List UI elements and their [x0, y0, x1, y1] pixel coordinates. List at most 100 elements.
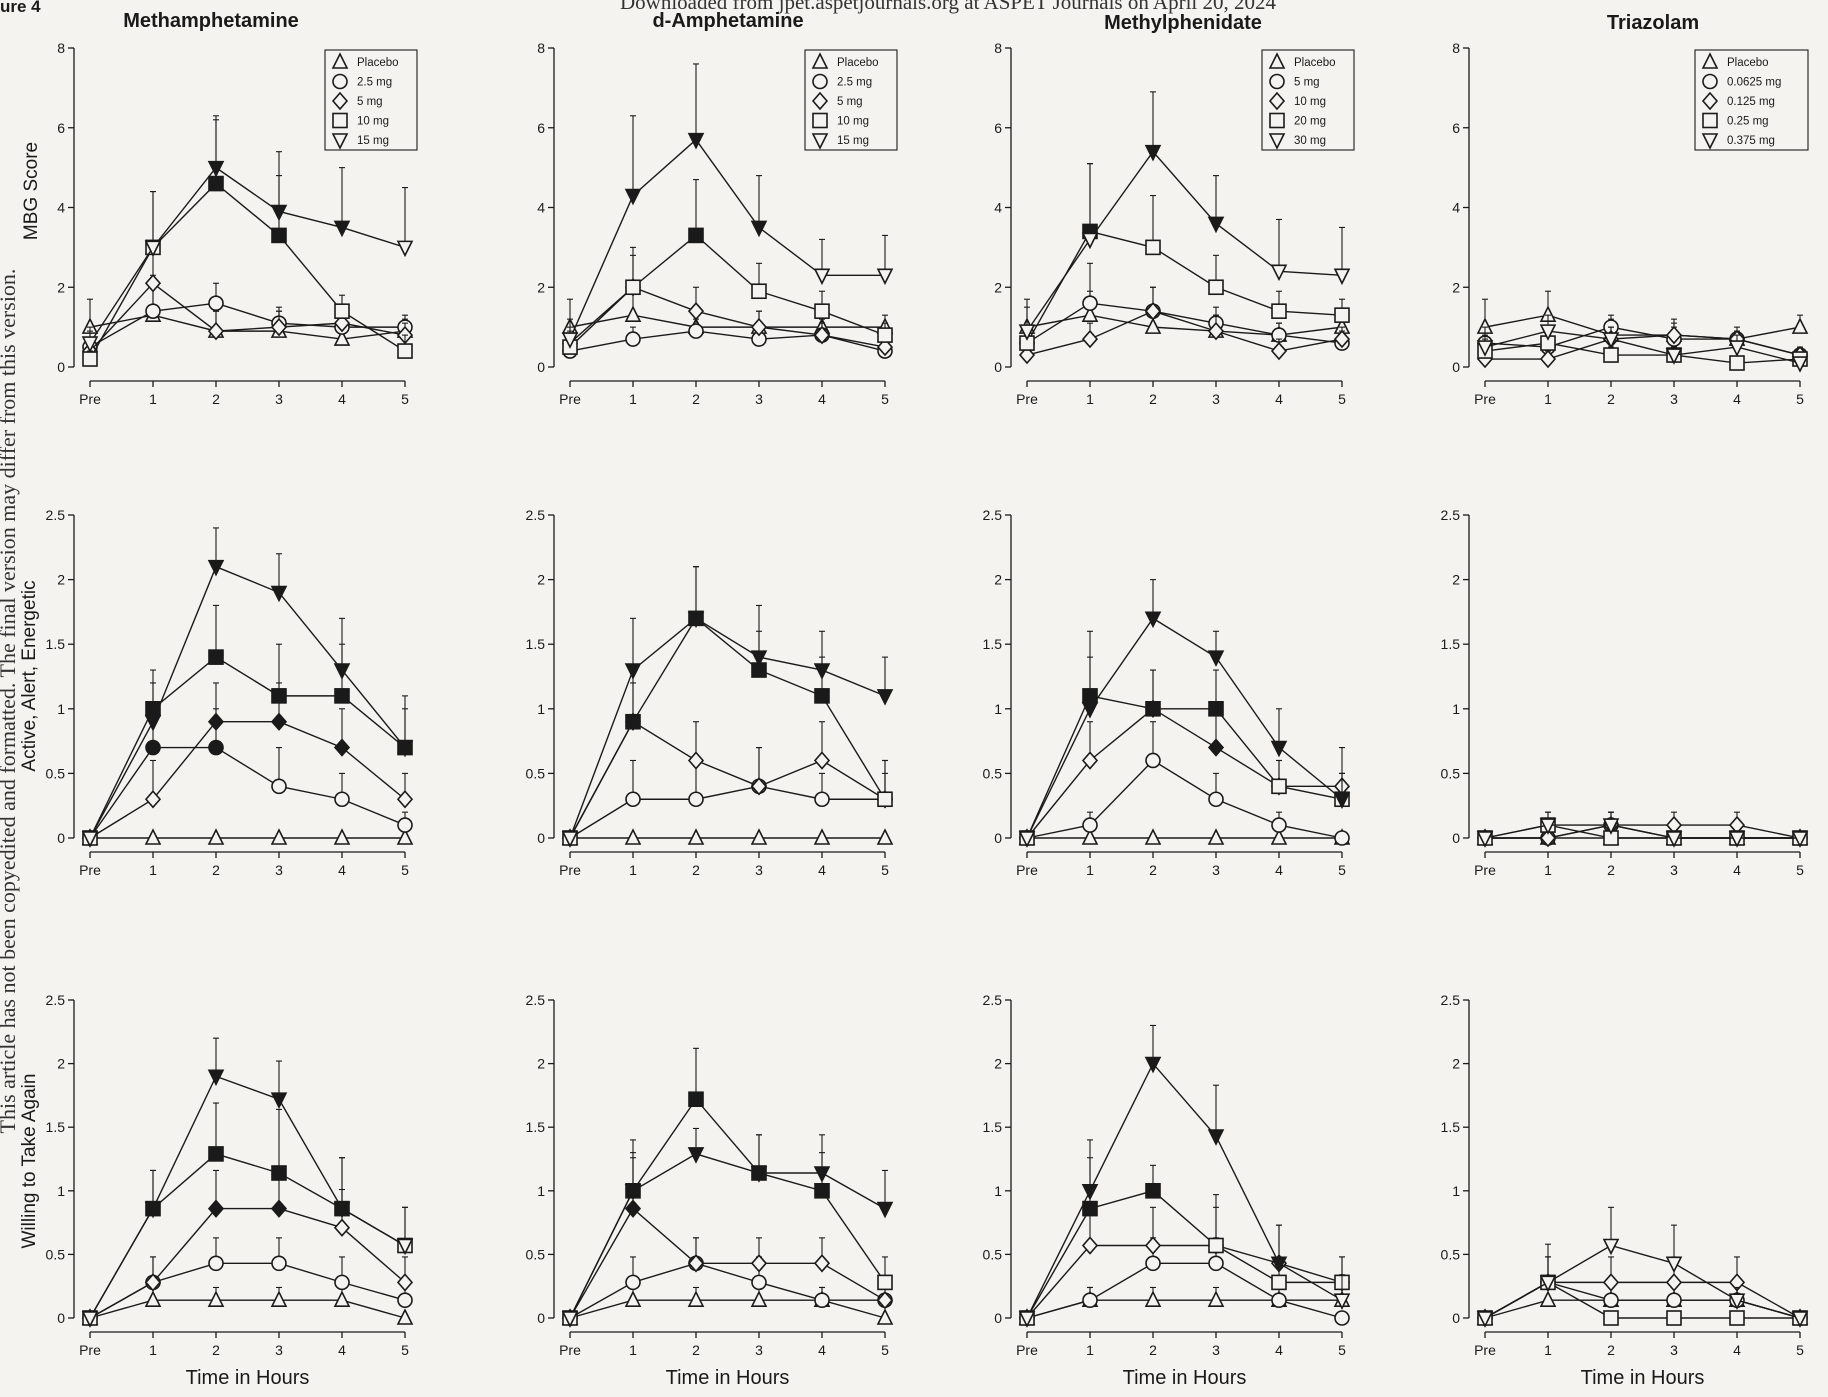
- y-tick-label: 1: [994, 701, 1002, 717]
- data-point: [270, 1290, 288, 1307]
- x-tick-label: 4: [818, 862, 826, 878]
- y-tick-label: 2: [57, 572, 65, 588]
- data-point: [687, 1290, 705, 1307]
- data-point: [333, 828, 351, 845]
- y-tick-label: 1.5: [526, 1119, 546, 1135]
- data-point: [877, 791, 893, 808]
- y-tick-label: 0: [57, 1310, 65, 1326]
- legend-label: 5 mg: [1294, 77, 1320, 89]
- y-tick-label: 0.5: [983, 765, 1003, 781]
- panel-0-0: 0 2 4 6 8 Pre 1 2 3 4 5 Placebo 2.5 mg 5 mg 10 mg 15 mg: [57, 40, 418, 407]
- data-point: [1791, 831, 1809, 848]
- data-point: [1018, 324, 1036, 341]
- y-tick-label: 1: [57, 1183, 65, 1199]
- data-point: [270, 1199, 288, 1218]
- data-point: [687, 828, 705, 845]
- x-tick-label: 5: [401, 1342, 409, 1358]
- y-tick-label: 4: [537, 200, 545, 216]
- series-line-placebo: [89, 1299, 406, 1319]
- data-point: [813, 1166, 831, 1183]
- x-tick-label: 3: [755, 862, 763, 878]
- data-point: [144, 1273, 162, 1292]
- data-point: [1665, 1273, 1683, 1292]
- data-point: [1145, 1255, 1161, 1272]
- series-line-2-5-mg: [89, 302, 405, 348]
- data-point: [1791, 356, 1809, 373]
- legend-marker: [811, 91, 829, 111]
- series-line-5-mg: [1026, 1262, 1343, 1319]
- data-point: [1333, 1293, 1351, 1310]
- x-tick-label: Pre: [1474, 391, 1496, 407]
- y-tick-label: 0: [537, 830, 545, 846]
- data-point: [144, 1201, 162, 1219]
- data-point: [1207, 216, 1225, 234]
- legend-marker: [331, 133, 349, 150]
- series-line-15-mg: [569, 1153, 886, 1319]
- series-line-placebo: [1026, 314, 1343, 336]
- data-point: [1207, 738, 1225, 757]
- data-point: [1270, 1256, 1288, 1274]
- data-point: [397, 817, 413, 833]
- data-point: [750, 1254, 768, 1273]
- legend-label: 0.0625 mg: [1727, 77, 1781, 89]
- legend-label: 10 mg: [357, 116, 389, 128]
- y-tick-label: 1: [994, 1183, 1002, 1199]
- series-line-10-mg: [569, 1098, 886, 1319]
- y-tick-label: 0: [57, 830, 65, 846]
- data-point: [687, 611, 705, 629]
- series-line-5-mg: [89, 721, 406, 839]
- x-tick-label: 3: [1670, 862, 1678, 878]
- data-point: [1603, 347, 1619, 363]
- data-point: [207, 559, 225, 577]
- data-point: [687, 301, 705, 321]
- data-point: [1270, 341, 1288, 361]
- data-point: [333, 663, 351, 680]
- legend-marker: [1269, 73, 1285, 90]
- data-point: [1539, 1290, 1557, 1307]
- series-line-placebo: [1484, 1299, 1801, 1319]
- legend-marker: [1268, 52, 1286, 69]
- data-point: [270, 204, 288, 222]
- x-axis-label: Time in Hours: [1581, 1367, 1705, 1389]
- y-tick-label: 1.5: [46, 636, 66, 652]
- data-point: [333, 329, 351, 346]
- data-point: [208, 175, 224, 192]
- data-point: [1476, 1311, 1494, 1328]
- data-point: [1271, 1274, 1287, 1291]
- series-line-2-5-mg: [89, 746, 406, 839]
- legend-label: 2.5 mg: [837, 77, 872, 89]
- data-point: [1728, 831, 1746, 848]
- x-tick-label: Pre: [559, 1342, 581, 1358]
- legend-marker: [1701, 91, 1719, 111]
- data-point: [687, 132, 705, 150]
- data-point: [144, 714, 162, 732]
- legend-marker: [1268, 91, 1286, 111]
- data-point: [1333, 792, 1351, 810]
- x-tick-label: 2: [1607, 1342, 1615, 1358]
- x-tick-label: 4: [1733, 862, 1741, 878]
- panel-0-2: 0 2 4 6 8 Pre 1 2 3 4 5 Placebo 5 mg 10 mg 20 mg 30 mg: [994, 40, 1355, 407]
- data-point: [814, 1292, 830, 1308]
- data-point: [1271, 1292, 1287, 1308]
- legend-marker: [331, 91, 349, 111]
- x-tick-label: 5: [401, 391, 409, 407]
- panel-0-1: 0 2 4 6 8 Pre 1 2 3 4 5 Placebo 2.5 mg 5 mg 10 mg 15 mg: [537, 40, 898, 407]
- x-tick-label: 3: [1212, 862, 1220, 878]
- y-tick-label: 1.5: [983, 1119, 1003, 1135]
- x-tick-label: 1: [149, 1342, 157, 1358]
- x-tick-label: 5: [1796, 391, 1804, 407]
- y-tick-label: 2: [994, 1056, 1002, 1072]
- data-point: [1729, 355, 1745, 371]
- legend-label: 30 mg: [1294, 135, 1326, 147]
- series-line-0-125-mg: [1485, 334, 1801, 360]
- x-tick-label: 4: [338, 1342, 346, 1358]
- x-tick-label: 3: [755, 391, 763, 407]
- data-point: [1602, 1238, 1620, 1256]
- y-tick-label: 1: [537, 701, 545, 717]
- panel-2-3: 0 0.5 1 1.5 2 2.5 Pre 1 2 3 4 5 Time in Hours: [1441, 992, 1809, 1389]
- data-point: [625, 1274, 641, 1291]
- data-point: [1145, 700, 1161, 717]
- data-point: [1081, 232, 1099, 250]
- x-tick-label: 4: [1275, 1342, 1283, 1358]
